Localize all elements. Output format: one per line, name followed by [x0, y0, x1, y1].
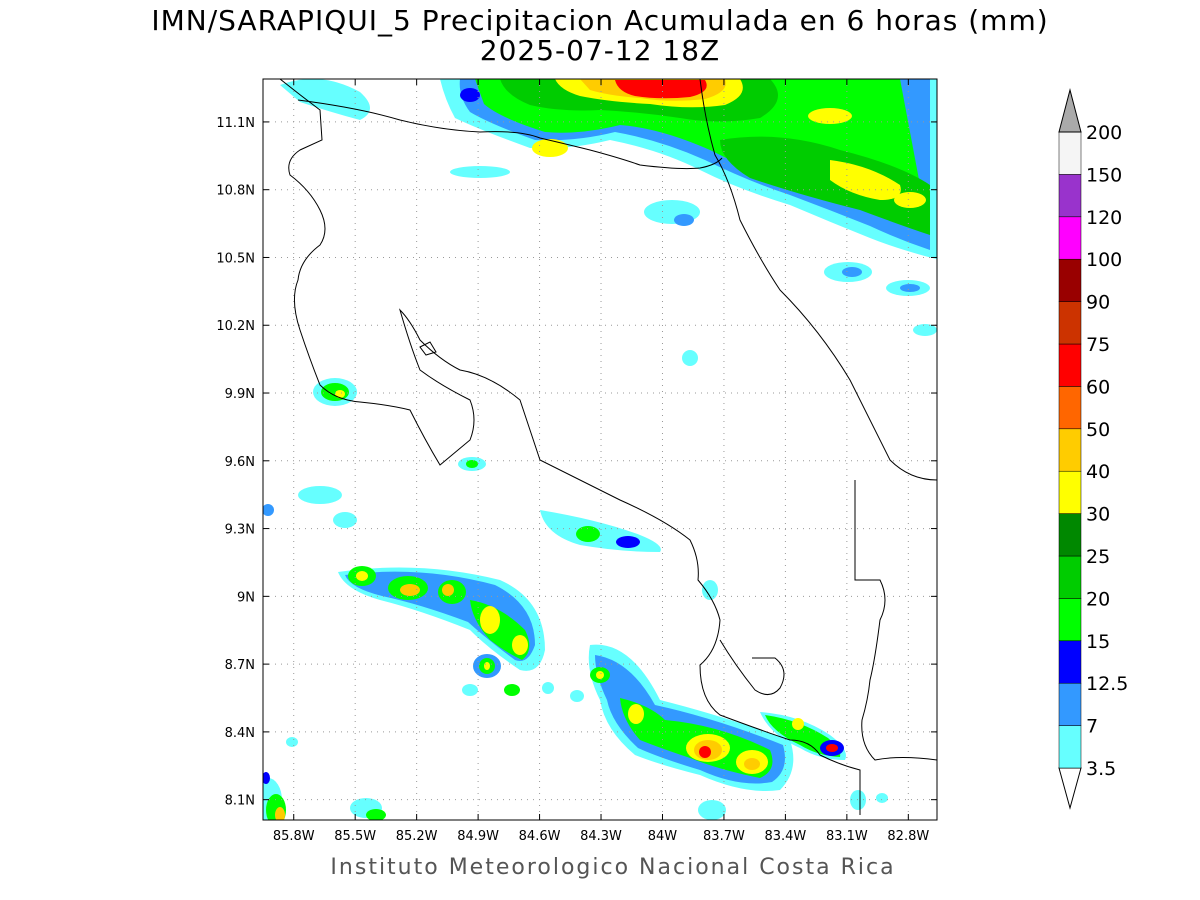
lon-tick-label: 83.1W [826, 829, 868, 844]
lon-tick-label: 84.3W [580, 829, 622, 844]
map-gridlines [263, 79, 937, 820]
precip-nicoya-cell [263, 378, 486, 528]
colorbar-swatch [1058, 131, 1082, 175]
colorbar-swatch [1058, 386, 1082, 430]
colorbar-swatch [1058, 555, 1082, 599]
nicaragua-border [297, 99, 723, 170]
map-date: 2025-07-12 18Z [479, 34, 721, 67]
plot-frame [262, 78, 938, 821]
lat-tick-label: 8.4N [225, 726, 255, 741]
longitude-axis: 85.8W 85.5W 85.2W 84.9W 84.6W 84.3W 84W 83.7W 83… [273, 79, 929, 844]
colorbar-label: 7 [1086, 716, 1098, 738]
colorbar-label: 12.5 [1086, 673, 1128, 695]
lat-tick-label: 10.8N [216, 184, 255, 199]
lat-tick-label: 9.9N [225, 387, 255, 402]
precipitation-field [263, 79, 937, 820]
lon-tick-label: 85.2W [396, 829, 438, 844]
osa-peninsula [719, 639, 785, 695]
panama-border [854, 480, 937, 761]
lat-tick-label: 9.3N [225, 523, 255, 538]
colorbar-swatch [1058, 725, 1082, 769]
lat-tick-label: 9N [237, 590, 255, 605]
colorbar-label: 75 [1086, 334, 1110, 356]
colorbar-label: 25 [1086, 546, 1110, 568]
lon-tick-label: 85.8W [273, 829, 315, 844]
colorbar-swatch [1058, 470, 1082, 514]
precip-central-cells [338, 510, 718, 702]
caribbean-coast [699, 79, 937, 481]
colorbar-label: 50 [1086, 419, 1110, 441]
colorbar-label: 3.5 [1086, 758, 1116, 780]
lon-tick-label: 84.6W [519, 829, 561, 844]
colorbar-label: 40 [1086, 461, 1110, 483]
lon-tick-label: 84.9W [457, 829, 499, 844]
lat-tick-label: 9.6N [225, 455, 255, 470]
lat-tick-label: 10.5N [216, 251, 255, 266]
colorbar-low-arrow [1058, 767, 1082, 810]
colorbar-label: 150 [1086, 164, 1122, 186]
colorbar-label: 90 [1086, 292, 1110, 314]
colorbar-swatch [1058, 598, 1082, 642]
nicoya-gulf-island [419, 341, 437, 356]
colorbar-swatch [1058, 301, 1082, 345]
colorbar: 3.5 7 12.5 15 20 25 30 40 50 60 75 90 100 120 150 200 [1058, 88, 1128, 810]
lon-tick-label: 82.8W [887, 829, 929, 844]
colorbar-swatch [1058, 216, 1082, 260]
colorbar-swatch [1058, 174, 1082, 218]
colorbar-label: 60 [1086, 376, 1110, 398]
lat-tick-label: 10.2N [216, 319, 255, 334]
map-title: IMN/SARAPIQUI_5 Precipitacion Acumulada … [151, 4, 1049, 37]
colorbar-swatch [1058, 640, 1082, 684]
colorbar-label: 200 [1086, 122, 1122, 144]
colorbar-swatch [1058, 513, 1082, 557]
colorbar-label: 30 [1086, 504, 1110, 526]
colorbar-label: 100 [1086, 249, 1122, 271]
colorbar-swatch [1058, 258, 1082, 302]
lat-tick-label: 8.1N [225, 794, 255, 809]
colorbar-swatch [1058, 343, 1082, 387]
colorbar-high-arrow [1058, 88, 1082, 133]
lon-tick-label: 84W [648, 829, 678, 844]
lon-tick-label: 83.4W [764, 829, 806, 844]
colorbar-label: 120 [1086, 207, 1122, 229]
footer-credit: Instituto Meteorologico Nacional Costa R… [330, 855, 896, 880]
colorbar-swatch [1058, 682, 1082, 726]
pacific-coast [279, 79, 861, 815]
latitude-axis: 8.1N 8.4N 8.7N 9N 9.3N 9.6N 9.9N 10.2N 10.5N 10.8… [216, 116, 937, 809]
colorbar-label: 20 [1086, 588, 1110, 610]
lat-tick-label: 11.1N [216, 116, 255, 131]
lon-tick-label: 83.7W [703, 829, 745, 844]
lon-tick-label: 85.5W [334, 829, 376, 844]
coastline [279, 79, 937, 815]
colorbar-label: 15 [1086, 631, 1110, 653]
lat-tick-label: 8.7N [225, 658, 255, 673]
precip-south-band [263, 644, 888, 820]
precip-north-band [280, 79, 937, 366]
colorbar-swatch [1058, 428, 1082, 472]
